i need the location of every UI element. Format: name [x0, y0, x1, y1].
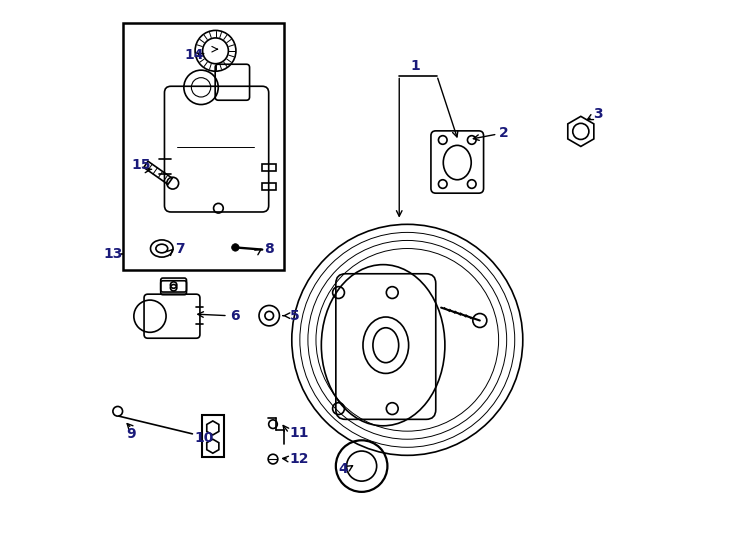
Text: 2: 2 [499, 126, 509, 140]
Text: 1: 1 [410, 59, 421, 73]
Bar [262, 183, 276, 190]
Text: 15: 15 [131, 158, 151, 172]
Text: 8: 8 [264, 241, 274, 255]
Text: 12: 12 [289, 452, 308, 466]
Bar [202, 415, 224, 457]
Bar [123, 23, 284, 270]
Text: 11: 11 [289, 426, 308, 440]
Bar [262, 165, 276, 171]
Text: 14: 14 [184, 48, 204, 62]
Text: 10: 10 [195, 430, 214, 444]
Text: 7: 7 [175, 241, 185, 255]
Circle shape [232, 244, 239, 251]
Text: 9: 9 [126, 427, 136, 441]
Text: 13: 13 [103, 247, 123, 261]
Text: 6: 6 [230, 309, 240, 323]
Text: 4: 4 [338, 462, 348, 476]
Text: 3: 3 [593, 107, 603, 121]
Text: 5: 5 [290, 309, 299, 323]
